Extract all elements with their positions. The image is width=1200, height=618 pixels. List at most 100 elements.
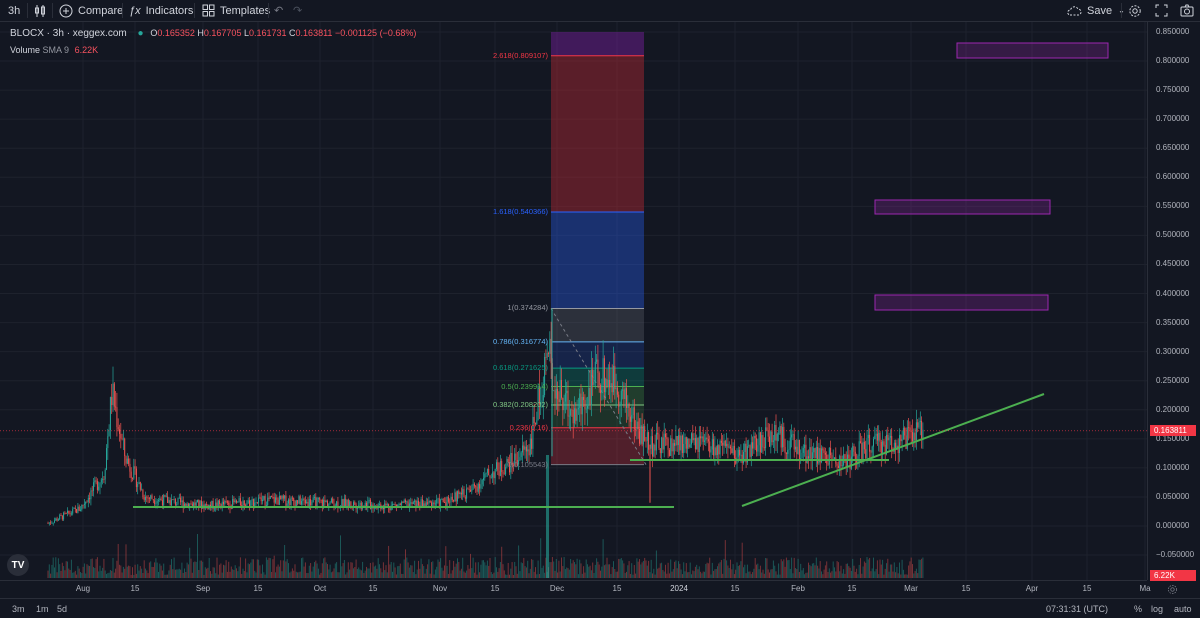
candle-body (675, 436, 677, 446)
range-3m[interactable]: 3m (12, 604, 25, 614)
utc-clock[interactable]: 07:31:31 (UTC) (1046, 604, 1109, 614)
volume-bar (143, 560, 145, 578)
templates-grid-icon (202, 4, 215, 17)
candle-body (610, 383, 612, 388)
snapshot-button[interactable] (1180, 0, 1194, 21)
volume-label[interactable]: Volume (10, 45, 41, 55)
interval-button[interactable]: 3h (8, 0, 20, 21)
volume-bar (402, 573, 404, 578)
volume-bar (759, 565, 761, 578)
candle-body (525, 446, 527, 452)
save-button[interactable]: Save ⌄ (1066, 0, 1125, 21)
candle-body (159, 498, 161, 501)
volume-bar (797, 558, 799, 578)
candle-body (90, 490, 92, 500)
candle-body (286, 503, 288, 506)
volume-bar (276, 566, 278, 578)
candle-body (772, 440, 774, 443)
volume-bar (767, 569, 769, 578)
candle-body (315, 497, 317, 508)
volume-bar (718, 563, 720, 578)
target-box (956, 42, 1109, 59)
candle-body (553, 390, 555, 392)
candle-body (524, 446, 526, 450)
candle-body (360, 502, 362, 509)
volume-bar (234, 565, 236, 578)
range-1m[interactable]: 1m (36, 604, 49, 614)
candle-body (146, 496, 148, 498)
indicators-button[interactable]: ƒx Indicators (129, 0, 193, 21)
redo-button[interactable]: ↷ (293, 0, 302, 21)
candle-body (273, 497, 275, 503)
volume-bar (689, 562, 691, 578)
gear-icon (1129, 4, 1141, 17)
price-tick: 0.450000 (1156, 259, 1190, 269)
volume-bar (272, 559, 274, 578)
candle-body (854, 451, 856, 461)
candle-body (897, 445, 899, 454)
candle-body (397, 504, 399, 507)
candle-body (126, 458, 128, 464)
range-5d[interactable]: 5d (57, 604, 68, 614)
candle-body (169, 500, 171, 506)
candle-body (792, 434, 794, 436)
price-axis[interactable]: 0.850000 0.800000 0.750000 0.700000 0.650000… (1147, 22, 1200, 580)
drawings[interactable] (0, 42, 1147, 508)
candle-body (472, 483, 474, 490)
volume-bar (210, 571, 211, 578)
volume-bar (278, 566, 280, 578)
candle-body (657, 432, 659, 435)
volume-bar (464, 572, 466, 578)
volume-bar (171, 559, 172, 578)
candle-body (549, 338, 551, 354)
candle-body (107, 436, 109, 449)
candle-body (809, 447, 811, 459)
candle-body (579, 393, 581, 408)
fib-extension[interactable] (550, 31, 647, 466)
volume-bar (310, 563, 312, 578)
candle-body (891, 436, 893, 451)
volume-bar (796, 569, 798, 578)
candle-body (130, 471, 132, 479)
candle-body (711, 439, 713, 450)
chart-pane[interactable]: 2.618(0.809107) 1.618(0.540366) 1(0.374284… (0, 22, 1147, 580)
volume-bar (780, 559, 782, 578)
tradingview-logo[interactable]: TV (7, 554, 29, 576)
percent-toggle[interactable]: % (1134, 604, 1143, 614)
candle-body (129, 463, 131, 472)
volume-bar (631, 563, 633, 578)
volume-value: 6.22K (74, 45, 99, 55)
auto-toggle[interactable]: auto (1174, 604, 1192, 614)
volume-bar (347, 562, 349, 578)
price-chart[interactable] (0, 22, 1147, 580)
candle-body (528, 449, 530, 456)
volume-bar (223, 564, 224, 578)
candle-body (715, 447, 717, 456)
volume-bar (173, 557, 175, 578)
compare-button[interactable]: Compare (59, 0, 123, 21)
volume-bar (775, 571, 777, 578)
log-toggle[interactable]: log (1151, 604, 1164, 614)
candle-body (98, 486, 100, 490)
volume-bar (242, 568, 244, 578)
volume-bar (429, 573, 431, 578)
undo-button[interactable]: ↶ (274, 0, 283, 21)
candles-style-button[interactable] (33, 0, 47, 21)
candle-body (483, 478, 484, 480)
fullscreen-button[interactable] (1155, 0, 1168, 21)
candle-body (94, 480, 96, 483)
symbol-title[interactable]: BLOCX · 3h · xeggex.com (10, 28, 127, 39)
time-axis-settings[interactable] (1152, 582, 1192, 596)
candle-body (605, 379, 607, 393)
candle-body (307, 501, 309, 507)
candle-body (445, 502, 447, 506)
volume-bar (337, 572, 339, 578)
settings-button[interactable] (1128, 0, 1142, 21)
candle-body (633, 407, 635, 430)
volume-bar (47, 570, 49, 578)
candle-body (567, 390, 569, 417)
candle-body (178, 497, 180, 499)
templates-button[interactable]: Templates (202, 0, 270, 21)
volume-bar (719, 562, 721, 578)
time-axis[interactable]: Aug 15 Sep 15 Oct 15 Nov 15 Dec 15 2024 15 Feb 15 Mar 1… (0, 580, 1151, 596)
